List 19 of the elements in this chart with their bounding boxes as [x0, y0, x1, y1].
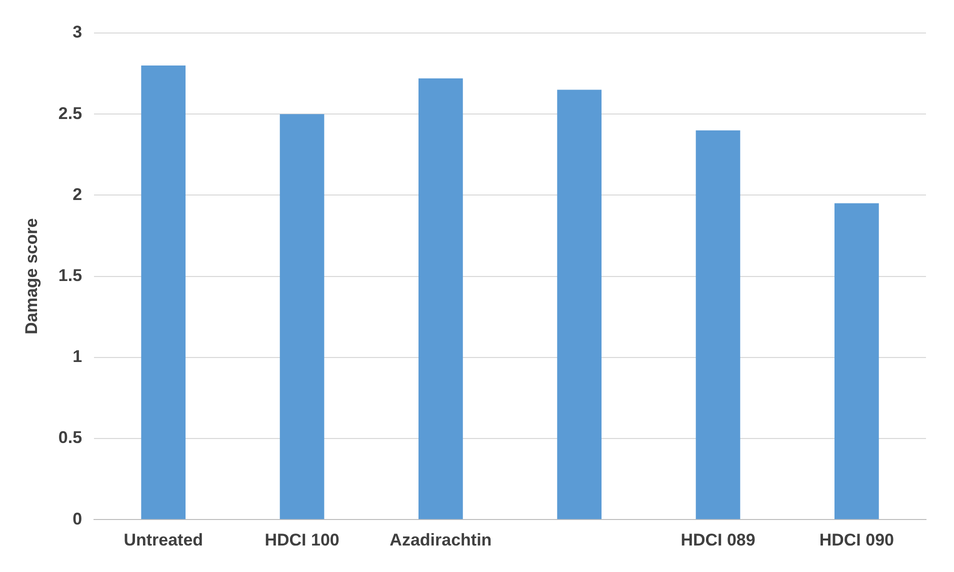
bar — [141, 65, 186, 520]
bar — [834, 203, 879, 520]
x-tick-label: Azadirachtin — [390, 530, 492, 550]
y-tick-label: 0 — [72, 509, 82, 528]
y-tick-label: 0.5 — [58, 428, 82, 448]
bar — [280, 114, 324, 520]
x-tick-label: HDCI 100 — [264, 530, 340, 550]
bar — [418, 78, 463, 520]
x-tick-label: HDCI 089 — [680, 530, 756, 550]
y-tick-label: 3 — [72, 22, 82, 42]
bar — [696, 130, 740, 520]
y-tick-label: 1.5 — [58, 266, 82, 285]
x-tick-label: Untreated — [124, 530, 204, 550]
y-axis-title: Damage score — [22, 218, 41, 334]
y-tick-label: 2 — [72, 184, 82, 204]
bar — [557, 90, 602, 520]
y-tick-label: 2.5 — [58, 104, 82, 123]
y-tick-label: 1 — [72, 347, 82, 366]
x-tick-label: HDCI 090 — [819, 530, 894, 550]
